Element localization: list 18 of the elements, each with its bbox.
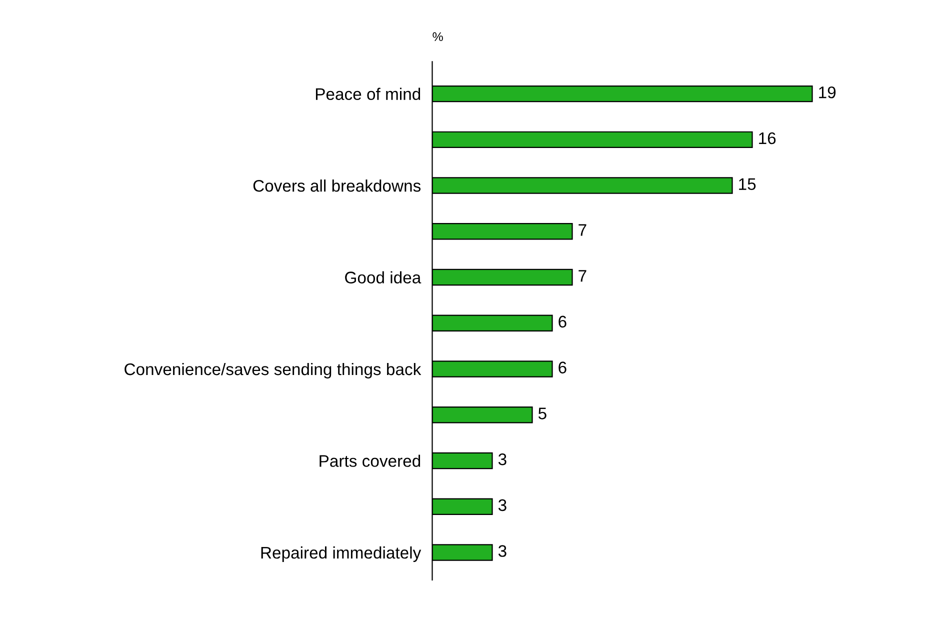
data-label: 7	[578, 224, 586, 236]
data-label: 3	[498, 453, 506, 466]
data-label: 5	[538, 408, 546, 420]
data-label: 6	[558, 316, 566, 328]
data-label: 16	[759, 132, 776, 144]
data-label: 3	[498, 545, 506, 557]
data-label: 7	[578, 270, 586, 282]
data-label: 3	[498, 499, 506, 512]
y-tick-label: Convenience/saves sending things back	[124, 362, 422, 378]
y-tick-label: Parts covered	[320, 454, 420, 467]
y-tick-label: Good idea	[345, 271, 422, 284]
data-label: 6	[558, 362, 566, 374]
text: %	[432, 32, 443, 42]
y-tick-label: Repaired immediately	[261, 546, 422, 562]
y-tick-label: Peace of mind	[316, 88, 420, 100]
y-tick-label: Covers all breakdowns	[253, 180, 421, 192]
data-label: 15	[739, 178, 756, 190]
data-label: 19	[819, 86, 836, 98]
